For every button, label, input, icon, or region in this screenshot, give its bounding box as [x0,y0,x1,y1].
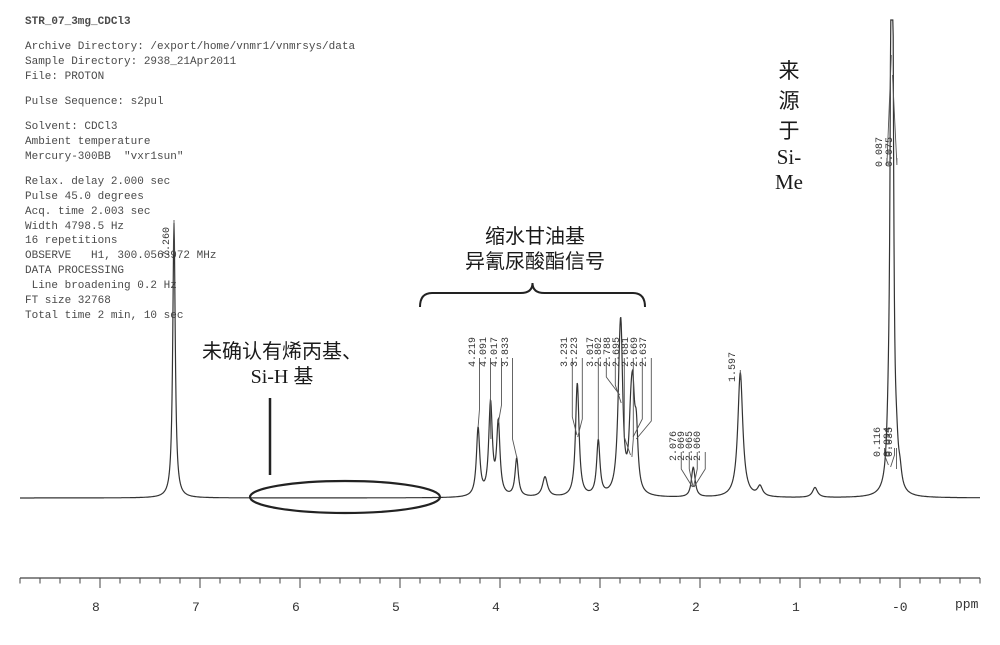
peak-label: 2.637 [639,337,650,367]
peak-label: 2.060 [693,431,704,461]
peak-label: 4.091 [479,337,490,367]
x-tick-label: 4 [492,600,500,615]
x-tick-label: 8 [92,600,100,615]
x-tick-label: 2 [692,600,700,615]
peak-label: 3.833 [501,337,512,367]
nmr-spectrum [0,0,1000,645]
x-tick-label: 1 [792,600,800,615]
x-tick-label: -0 [892,600,908,615]
peak-label: 4.017 [490,337,501,367]
x-tick-label: 3 [592,600,600,615]
peak-label: 4.219 [468,337,479,367]
peak-label: 0.116 [873,427,884,457]
peak-label: 1.597 [728,352,739,382]
x-axis-unit: ppm [955,597,978,612]
x-tick-label: 6 [292,600,300,615]
peak-label: 0.035 [885,427,896,457]
x-tick-label: 7 [192,600,200,615]
peak-label: 3.223 [570,337,581,367]
x-tick-label: 5 [392,600,400,615]
peak-label: 0.075 [885,137,896,167]
nmr-spectrum-page: { "header": { "title": "STR_07_3mg_CDCl3… [0,0,1000,645]
peak-label: 7.260 [162,227,173,257]
